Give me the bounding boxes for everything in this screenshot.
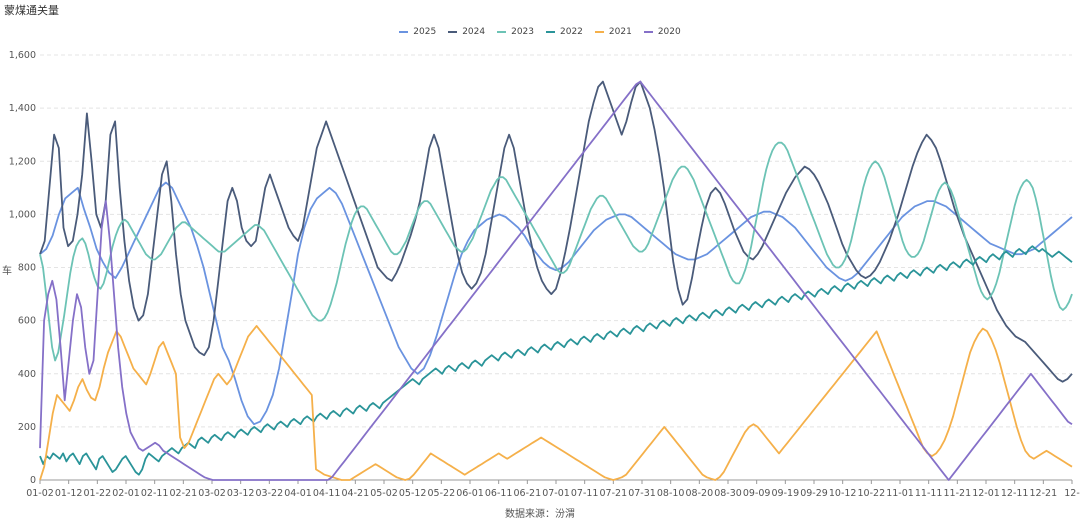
legend-item-2020[interactable]: 2020: [643, 27, 681, 37]
x-tick-label: 11-11: [915, 488, 943, 499]
y-tick-label: 1,000: [9, 209, 36, 220]
x-tick-label: 05-02: [370, 488, 398, 499]
x-tick-label: 10-12: [829, 488, 857, 499]
x-tick-label: 07-01: [542, 488, 570, 499]
x-tick-label: 03-22: [256, 488, 284, 499]
x-tick-label: 11-01: [886, 488, 914, 499]
x-tick-label: 09-29: [800, 488, 828, 499]
y-tick-label: 800: [18, 263, 36, 274]
x-tick-label: 01-22: [84, 488, 112, 499]
y-axis-label: 车: [2, 266, 12, 277]
x-tick-label: 12-: [1064, 488, 1080, 499]
x-tick-label: 05-12: [399, 488, 427, 499]
series-line-2020: [39, 80, 1073, 481]
y-tick-label: 1,200: [9, 156, 36, 167]
series-line-2023: [39, 141, 1073, 362]
x-tick-label: 02-01: [112, 488, 140, 499]
x-tick-label: 07-11: [571, 488, 599, 499]
x-tick-label: 08-20: [686, 488, 714, 499]
legend-swatch: [497, 31, 507, 33]
x-tick-label: 01-02: [26, 488, 54, 499]
x-tick-label: 01-12: [55, 488, 83, 499]
x-tick-label: 08-10: [657, 488, 685, 499]
x-tick-label: 04-11: [313, 488, 341, 499]
x-tick-label: 07-31: [628, 488, 656, 499]
y-tick-label: 1,600: [9, 50, 36, 61]
legend-swatch: [448, 31, 458, 33]
x-tick-label: 12-11: [1001, 488, 1029, 499]
legend-label: 2020: [657, 27, 681, 37]
x-tick-label: 09-19: [772, 488, 800, 499]
x-tick-label: 09-09: [743, 488, 771, 499]
legend-swatch: [643, 31, 653, 33]
legend-item-2025[interactable]: 2025: [399, 27, 436, 37]
legend-swatch: [594, 31, 604, 33]
x-tick-label: 11-21: [944, 488, 972, 499]
legend-swatch: [546, 31, 555, 33]
x-tick-label: 12-01: [972, 488, 1000, 499]
x-tick-label: 02-11: [141, 488, 169, 499]
x-tick-label: 06-01: [456, 488, 484, 499]
legend-label: 2022: [560, 27, 583, 37]
x-tick-label: 03-02: [198, 488, 226, 499]
legend-item-2024[interactable]: 2024: [448, 27, 485, 37]
legend-label: 2021: [608, 27, 632, 37]
y-tick-label: 0: [30, 475, 36, 486]
x-tick-label: 07-21: [600, 488, 628, 499]
legend: 2025 2024 2023 2022 2021 2020: [0, 27, 1080, 37]
legend-label: 2025: [413, 27, 437, 37]
y-tick-label: 600: [18, 316, 36, 327]
source-note: 数据来源：汾渭: [505, 509, 575, 520]
x-tick-label: 02-21: [170, 488, 198, 499]
x-tick-label: 05-22: [428, 488, 456, 499]
y-tick-label: 200: [18, 422, 36, 433]
x-tick-label: 08-30: [714, 488, 742, 499]
x-tick-label: 04-01: [284, 488, 312, 499]
series-line-2024: [39, 80, 1073, 383]
x-tick-label: 03-12: [227, 488, 255, 499]
x-tick-label: 12-21: [1030, 488, 1058, 499]
chart-title: 蒙煤通关量: [4, 4, 59, 17]
legend-item-2023[interactable]: 2023: [497, 27, 534, 37]
x-tick-label: 06-21: [514, 488, 542, 499]
y-tick-label: 400: [18, 369, 36, 380]
legend-label: 2024: [462, 27, 486, 37]
x-tick-label: 10-22: [858, 488, 886, 499]
legend-item-2022[interactable]: 2022: [546, 27, 583, 37]
series-line-2021: [39, 324, 1073, 481]
series-line-2022: [39, 245, 1073, 476]
legend-label: 2023: [511, 27, 534, 37]
x-tick-label: 06-11: [485, 488, 513, 499]
y-tick-label: 1,400: [9, 103, 36, 114]
series-line-2025: [39, 181, 1073, 426]
legend-item-2021[interactable]: 2021: [594, 27, 632, 37]
legend-swatch: [399, 31, 409, 33]
x-tick-label: 04-21: [342, 488, 370, 499]
